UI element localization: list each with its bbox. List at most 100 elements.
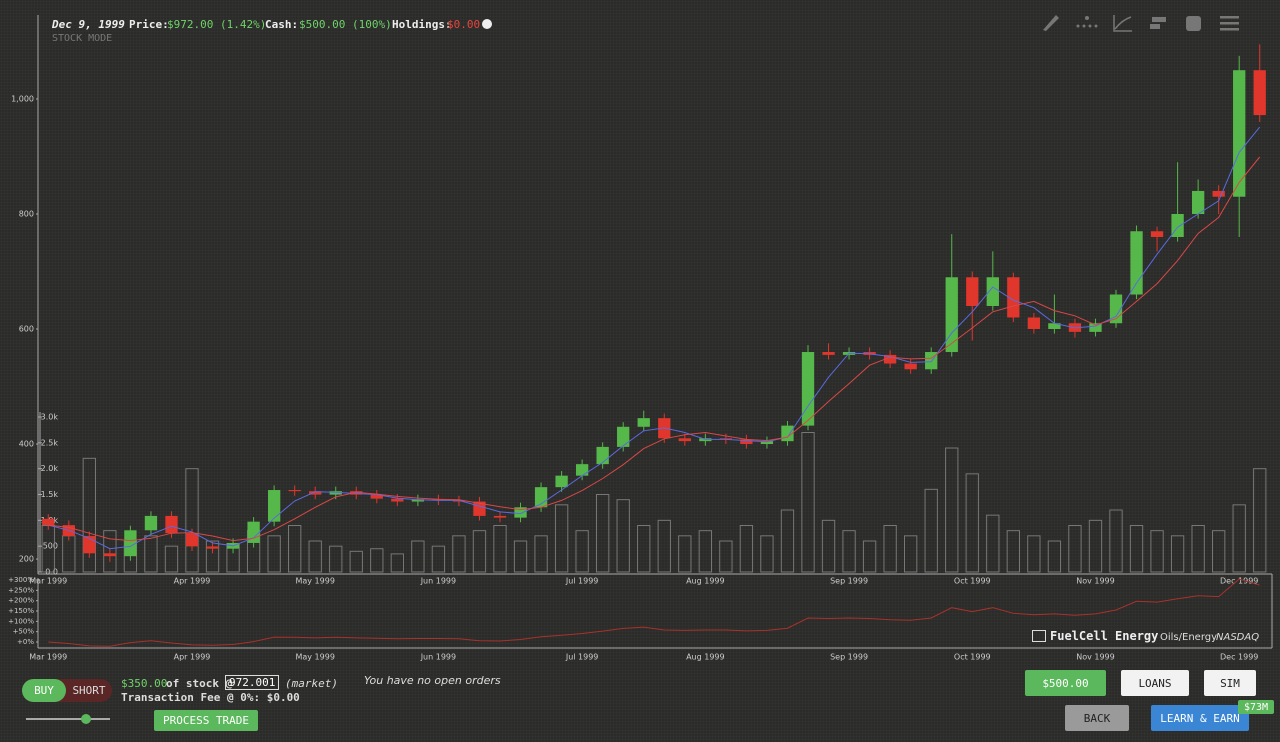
amount-slider[interactable] [26,718,110,720]
return-tick-label: +300% [8,576,34,584]
candle-body [185,533,199,547]
volume-bar [1109,509,1123,573]
candle-body [1130,231,1143,295]
loans-button[interactable]: LOANS [1121,670,1189,696]
volume-bar [1047,540,1062,573]
volume-bar [62,535,76,573]
volume-bar [144,535,158,573]
short-toggle[interactable]: SHORT [72,684,106,697]
x-tick-label: Jun 1999 [420,577,456,586]
candle-body [493,515,507,518]
volume-bar [821,519,836,573]
x-tick-label: Apr 1999 [174,577,211,586]
volume-bar [739,525,754,573]
volume-bar [575,530,589,573]
candle-body [452,500,466,502]
volume-bar [472,530,487,573]
volume-bar [513,540,528,573]
x-tick-label-lower: Mar 1999 [29,653,67,662]
info-icon[interactable] [482,19,492,29]
buy-toggle[interactable]: BUY [22,679,66,702]
volume-bar [308,540,322,573]
candle-body [637,418,650,427]
volume-bar [1212,530,1226,573]
candle-body [288,490,301,492]
volume-bar [780,509,795,573]
volume-bar [554,504,569,573]
line-icon[interactable] [1113,15,1132,32]
volume-bar [431,545,446,573]
volume-bar [1068,525,1082,573]
candle-body [719,438,733,440]
brush-icon[interactable] [1043,15,1059,31]
moving-average [48,156,1261,542]
candle-body [329,491,342,495]
of-stock: of stock @ [166,677,233,690]
return-tick-label: +250% [8,586,34,594]
volume-bar [452,535,466,573]
y-tick-label: 200 [19,555,34,564]
volume-bar [616,499,630,573]
x-tick-label-lower: Jul 1999 [565,653,599,662]
return-tick-label: +100% [8,617,34,625]
volume-tick-label: 500 [43,542,58,551]
candle-body [370,494,383,499]
x-tick-label: May 1999 [295,577,334,586]
candle-body [350,491,363,495]
candle-body [391,498,404,502]
limit-input[interactable]: 972.001 [225,675,280,690]
x-tick-label-lower: Sep 1999 [830,653,868,662]
company-exchange: NASDAQ [1216,632,1260,643]
candle-body [1191,190,1205,214]
x-tick-label: Jul 1999 [565,577,599,586]
cash-button[interactable]: $500.00 [1025,670,1106,696]
back-button[interactable]: BACK [1065,705,1129,731]
volume-bar [719,540,733,573]
candle-body [144,515,158,531]
sim-button[interactable]: SIM [1204,670,1256,696]
volume-tick-label: 2.0k [41,464,59,473]
learn-button[interactable]: LEARN & EARN [1151,705,1249,731]
candle-body [206,546,219,549]
robot-icon[interactable] [1186,16,1201,31]
volume-bar [411,540,425,573]
volume-bar [678,535,692,573]
x-tick-label-lower: Oct 1999 [954,653,991,662]
process-trade-button[interactable]: PROCESS TRADE [154,710,258,731]
x-tick-label: Oct 1999 [954,577,991,586]
candle-body [740,439,753,445]
volume-bar [1170,535,1185,573]
signs-icon[interactable] [1150,17,1166,29]
x-tick-label-lower: Jun 1999 [420,653,456,662]
menu-icon[interactable] [1220,16,1239,31]
volume-bar [945,447,959,573]
candle-body [986,277,999,306]
x-tick-label-lower: Aug 1999 [686,653,725,662]
candle-body [1027,317,1041,330]
y-tick-label: 800 [19,209,34,218]
candle-body [411,499,425,502]
dots-icon[interactable] [1076,16,1098,28]
y-tick-label: 400 [19,440,34,449]
x-tick-label-lower: Nov 1999 [1076,653,1115,662]
candle-body [617,426,630,447]
volume-tick-label: 2.5k [41,438,59,447]
volume-bar [185,468,199,573]
volume-bar [370,548,384,573]
candle-body [124,530,137,557]
slider-knob[interactable] [81,714,91,724]
volume-bar [657,519,671,573]
candle-body [575,464,589,476]
mode: STOCK MODE [52,33,113,44]
volume-bar [842,530,856,573]
volume-bar [637,525,651,573]
order-type: (market) [285,677,338,690]
volume-bar [904,535,918,573]
volume-bar [267,535,281,573]
candle-body [1212,190,1225,197]
volume-bar [801,432,815,573]
volume-tick-label: 1.5k [41,490,59,499]
trade-amount: $350.00 [121,677,168,690]
holdings-label: Holdings: [392,18,452,31]
